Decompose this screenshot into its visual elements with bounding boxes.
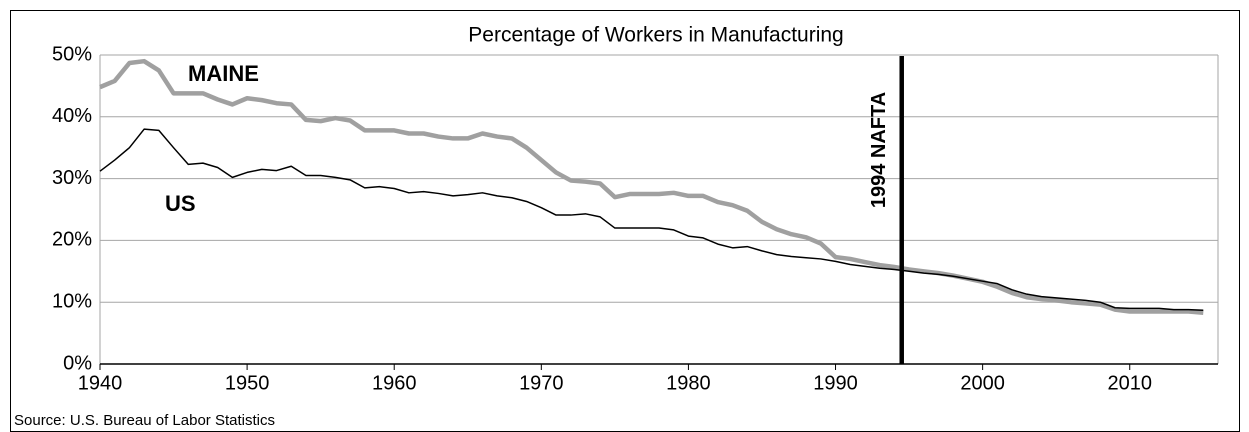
- x-tick-label: 1960: [372, 372, 417, 394]
- x-tick-label: 2010: [1107, 372, 1152, 394]
- y-tick-label: 50%: [52, 43, 92, 65]
- chart-title: Percentage of Workers in Manufacturing: [468, 24, 843, 47]
- y-tick-label: 40%: [52, 105, 92, 127]
- y-tick-label: 0%: [63, 352, 92, 374]
- series-label: MAINE: [188, 61, 259, 86]
- annotation-label: 1994 NAFTA: [868, 92, 890, 208]
- x-tick-label: 1940: [78, 372, 123, 394]
- x-tick-label: 1980: [666, 372, 711, 394]
- series-label: US: [165, 191, 196, 216]
- x-tick-label: 1970: [519, 372, 564, 394]
- source-note: Source: U.S. Bureau of Labor Statistics: [14, 412, 275, 429]
- x-tick-label: 2000: [960, 372, 1005, 394]
- y-tick-label: 30%: [52, 167, 92, 189]
- line-series: [99, 128, 1204, 311]
- y-tick-label: 20%: [52, 229, 92, 251]
- x-tick-label: 1990: [813, 372, 858, 394]
- line-series: [99, 58, 1204, 315]
- y-tick-label: 10%: [52, 290, 92, 312]
- x-tick-label: 1950: [225, 372, 270, 394]
